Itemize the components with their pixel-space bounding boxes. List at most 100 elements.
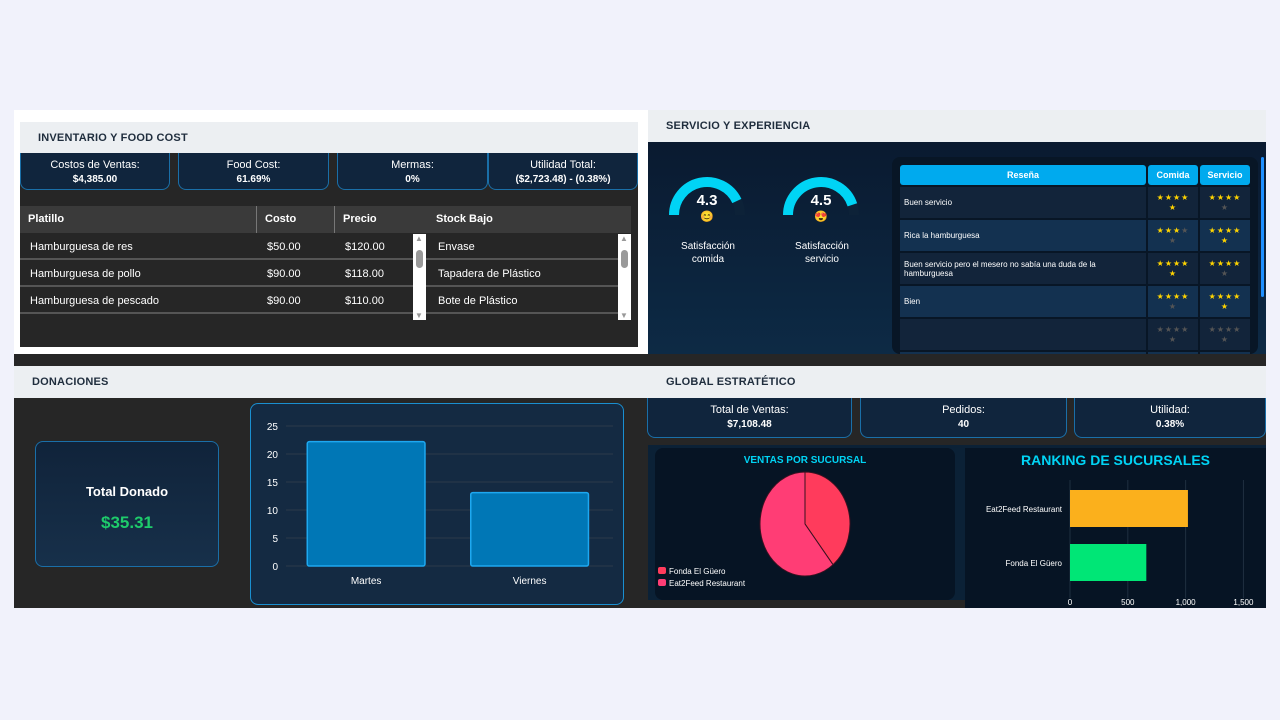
reviews-scrollbar[interactable] [1261,157,1264,297]
star-icon: ★ [1225,258,1234,268]
star-icon: ★ [1233,258,1242,268]
star-icon: ★ [1220,301,1230,311]
star-icon: ★ [1220,268,1230,278]
star-icon: ★ [1220,202,1230,212]
star-icon: ★ [1225,192,1234,202]
gauge-label-servicio: Satisfacción servicio [772,240,872,266]
cell-platillo: Hamburguesa de pollo [30,268,141,280]
col-platillo[interactable]: Platillo [20,206,257,233]
kpi-value: $4,385.00 [72,174,118,185]
ranking-bar[interactable] [1070,544,1147,581]
star-icon: ★ [1156,291,1165,301]
star-icon: ★ [1225,225,1234,235]
ranking-bar-chart: 0 500 1,000 1,500 Eat2Feed Restaurant Fonda E… [986,480,1254,607]
col-precio[interactable]: Precio [335,206,428,233]
y-tick-label: 10 [267,506,279,517]
pie-legend: Fonda El Güero Eat2Feed Restaurant [658,566,745,590]
rating-servicio: ★★★★★ [1200,220,1250,251]
cell-platillo: Hamburguesa de res [30,241,133,253]
kpi-label: Utilidad: [1150,404,1190,416]
kpi-utilidad: Utilidad Total: ($2,723.48) - (0.38%) [488,153,638,190]
bar-viernes[interactable] [470,491,590,567]
star-icon: ★ [1156,258,1165,268]
y-tick-label: 5 [272,534,278,545]
y-tick-label: Fonda El Güero [1006,559,1063,568]
donaciones-body: Total Donado $35.31 0 5 10 15 20 25 Martes Vier… [14,398,648,608]
label: servicio [805,254,839,265]
inventario-title: INVENTARIO Y FOOD COST [20,122,638,153]
review-row[interactable]: Rica la hamburguesa ★★★★ ★ ★★★★ ★ [900,220,1250,251]
star-icon: ★ [1164,324,1173,334]
kpi-value: 61.69% [236,174,271,185]
legend-label: Eat2Feed Restaurant [669,579,746,588]
legend-item[interactable]: Fonda El Güero [658,566,745,578]
stock-row[interactable]: Tapadera de Plástico [426,261,618,287]
rating-comida: ★★★★★ [1148,319,1198,350]
review-text: Buen servicio pero el mesero no sabía un… [900,253,1146,284]
table-row[interactable]: Hamburguesa de pollo $90.00 $118.00 [20,261,413,287]
ranking-bar[interactable] [1070,490,1188,527]
gauge-value: 4.5 [811,192,832,209]
reviews-table-wrap[interactable]: Reseña Comida Servicio Buen servicio ★★★★ ★ ★… [892,157,1258,354]
col-comida: Comida [1148,165,1198,185]
cell-stock: Envase [438,241,475,253]
rating-servicio: ★★★★★ [1200,286,1250,317]
review-row[interactable]: Buen servicio ★★★★ ★ ★★★★ ★ [900,187,1250,218]
kpi-value: $7,108.48 [727,419,772,430]
col-costo[interactable]: Costo [257,206,335,233]
stock-row[interactable]: Envase [426,234,618,260]
star-icon: ★ [1181,225,1190,235]
kpi-value: 0% [405,174,420,185]
pie-slice[interactable] [759,471,834,577]
gauge-fill [669,177,742,216]
pie-chart [759,471,851,577]
star-icon: ★ [1233,225,1242,235]
cell-precio: $120.00 [345,241,385,253]
col-servicio: Servicio [1200,165,1250,185]
col-resena: Reseña [900,165,1146,185]
ranking-card: RANKING DE SUCURSALES 0 500 1,000 1,500 Eat2… [965,448,1266,608]
table-scrollbar[interactable]: ▲ ▼ [413,234,426,320]
inventario-table: Platillo Costo Precio Stock Bajo Hamburg… [20,206,631,321]
col-stock-bajo[interactable]: Stock Bajo [428,206,631,233]
total-donado-label: Total Donado [85,484,169,499]
kpi-value: ($2,723.48) - (0.38%) [515,174,611,185]
review-row[interactable]: Buen servicio pero el mesero no sabía un… [900,253,1250,284]
cell-costo: $50.00 [267,241,301,253]
table-row[interactable]: Hamburguesa de pescado $90.00 $110.00 [20,288,413,314]
star-icon: ★ [1233,291,1242,301]
star-icon: ★ [1173,291,1182,301]
star-icon: ★ [1164,258,1173,268]
legend-item[interactable]: Eat2Feed Restaurant [658,578,745,590]
pie-title: VENTAS POR SUCURSAL [743,455,867,466]
pie-slice[interactable] [804,471,851,566]
review-text: Buen servicio [900,187,1146,218]
star-icon: ★ [1181,258,1190,268]
review-row[interactable]: ★★★★★★★★★★ [900,319,1250,350]
y-tick-label: 0 [272,562,278,573]
star-icon: ★ [1216,225,1225,235]
x-tick-label: Martes [351,576,382,587]
cell-precio: $110.00 [345,295,384,307]
cell-costo: $90.00 [267,268,301,280]
kpi-label: Costos de Ventas: [50,159,140,171]
stock-row[interactable]: Bote de Plástico [426,288,618,314]
y-tick-label: 25 [267,422,279,433]
star-icon: ★ [1225,324,1234,334]
rating-comida: ★★★★★ [1148,286,1198,317]
kpi-label: Pedidos: [942,404,985,416]
table-row[interactable]: Hamburguesa de res $50.00 $120.00 [20,234,413,260]
star-icon: ★ [1168,268,1178,278]
star-icon: ★ [1216,258,1225,268]
total-donado-card: Total Donado $35.31 [35,441,219,567]
star-icon: ★ [1168,202,1178,212]
star-icon: ★ [1173,225,1182,235]
gauge-label-comida: Satisfacción comida [658,240,758,266]
review-row[interactable]: ★★★★★★★★★★ [900,352,1250,354]
bar-martes[interactable] [306,440,426,567]
x-tick-label: 1,000 [1176,598,1197,607]
review-row[interactable]: Bien ★★★★ ★ ★★★★ ★ [900,286,1250,317]
stock-scrollbar[interactable]: ▲ ▼ [618,234,631,320]
star-icon: ★ [1164,192,1173,202]
kpi-mermas: Mermas: 0% [337,153,488,190]
